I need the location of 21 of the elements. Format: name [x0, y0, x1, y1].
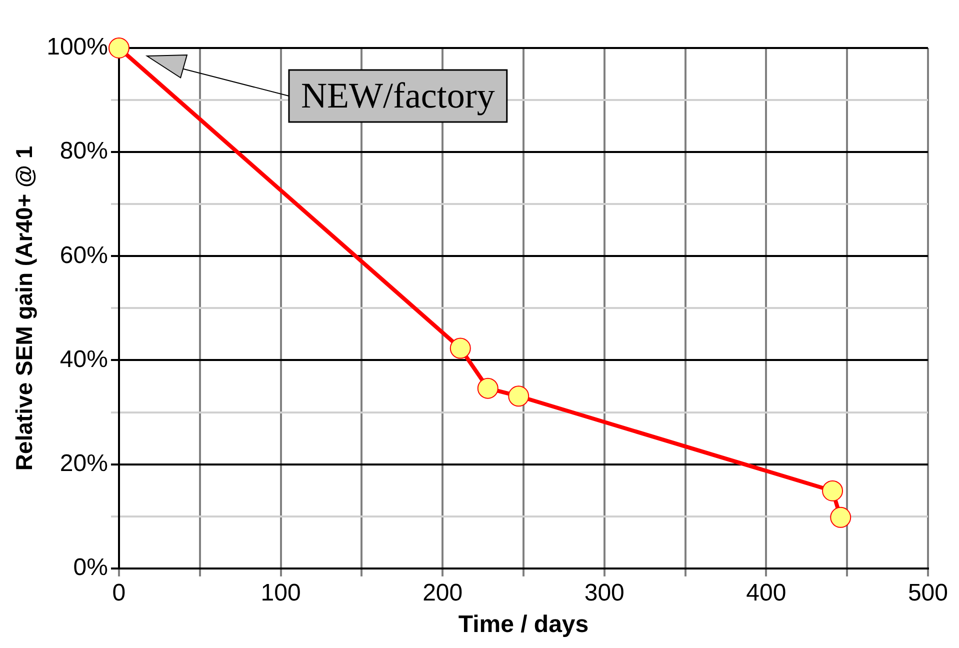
x-tick-label: 100: [260, 579, 301, 606]
point: [830, 506, 852, 528]
x-tick-label: 500: [908, 579, 948, 606]
point: [477, 378, 498, 399]
x-tick-label: 0: [112, 579, 126, 606]
y-tick-label: 60%: [60, 242, 108, 269]
x-tick-label: 400: [746, 579, 786, 606]
x-tick-label: 300: [584, 579, 624, 606]
point: [508, 386, 530, 407]
y-tick-label: 20%: [60, 450, 108, 477]
y-tick-label: 80%: [60, 138, 108, 165]
point: [822, 480, 844, 502]
x-axis-title: Time / days: [458, 611, 589, 638]
x-tick-label: 200: [422, 579, 463, 606]
point: [108, 38, 130, 58]
y-tick-label: 0%: [73, 554, 108, 582]
point: [450, 338, 471, 359]
y-tick-label: 100%: [46, 34, 108, 61]
y-axis-title: Relative SEM gain (Ar40+ @ 1: [11, 146, 38, 471]
y-tick-label: 40%: [60, 346, 108, 373]
annotation: NEW/factory: [300, 75, 495, 116]
